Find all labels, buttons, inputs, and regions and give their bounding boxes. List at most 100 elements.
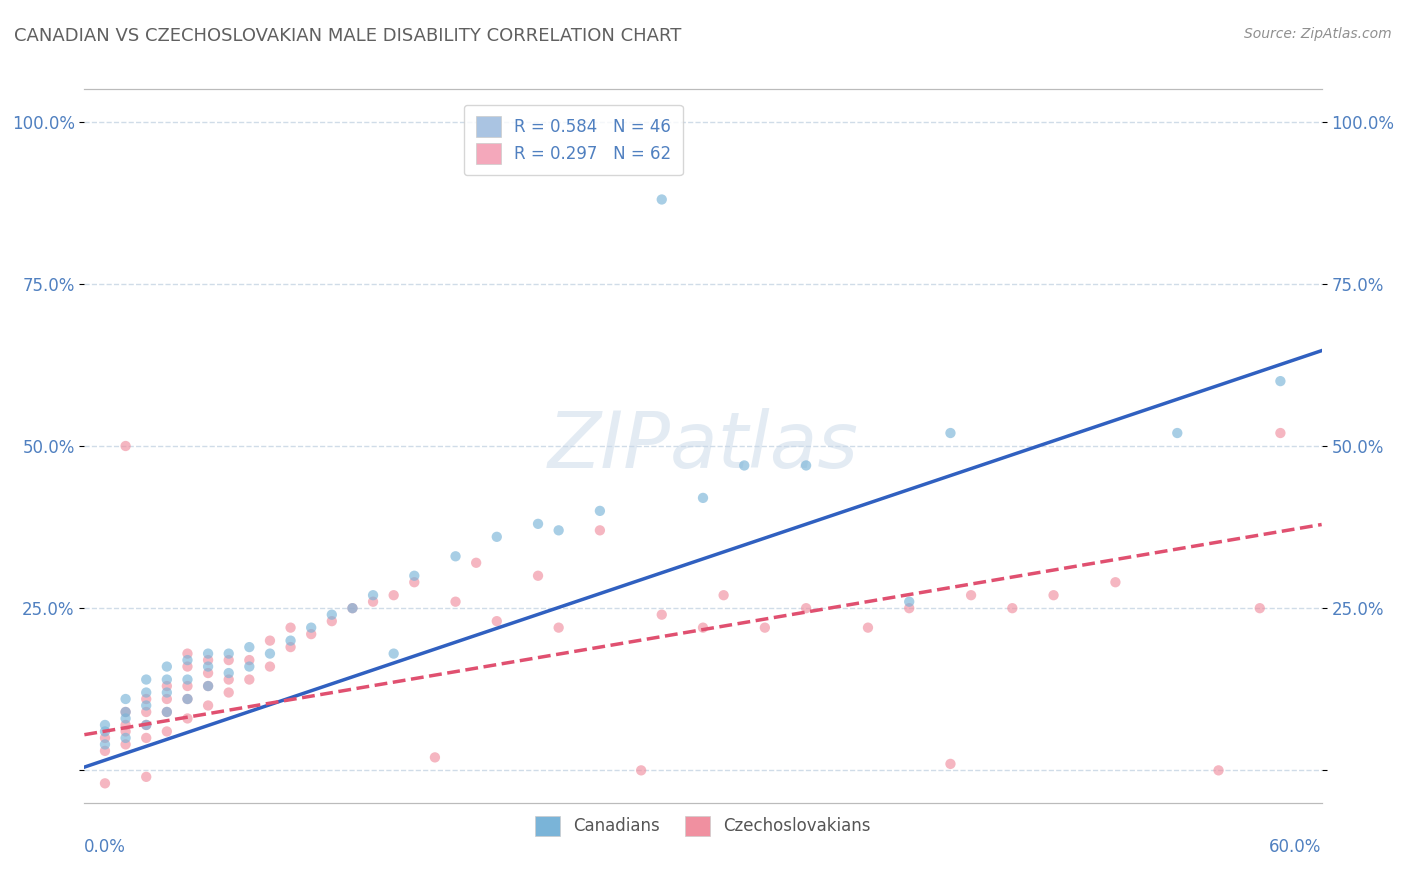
- Point: [238, 653, 260, 667]
- Point: [1166, 425, 1188, 440]
- Point: [156, 659, 179, 673]
- Point: [135, 731, 157, 745]
- Point: [94, 718, 117, 732]
- Point: [94, 731, 117, 745]
- Point: [114, 724, 136, 739]
- Point: [713, 588, 735, 602]
- Point: [856, 621, 879, 635]
- Point: [1001, 601, 1024, 615]
- Text: 60.0%: 60.0%: [1270, 838, 1322, 855]
- Point: [94, 724, 117, 739]
- Text: ZIPatlas: ZIPatlas: [547, 408, 859, 484]
- Point: [156, 692, 179, 706]
- Point: [114, 718, 136, 732]
- Point: [94, 776, 117, 790]
- Point: [733, 458, 755, 473]
- Point: [321, 607, 343, 622]
- Point: [939, 756, 962, 771]
- Point: [259, 647, 281, 661]
- Point: [114, 705, 136, 719]
- Point: [794, 458, 817, 473]
- Point: [197, 659, 219, 673]
- Point: [280, 640, 302, 654]
- Point: [114, 711, 136, 725]
- Point: [630, 764, 652, 778]
- Point: [361, 595, 384, 609]
- Point: [135, 705, 157, 719]
- Point: [114, 738, 136, 752]
- Point: [94, 738, 117, 752]
- Point: [589, 524, 612, 538]
- Point: [218, 685, 240, 699]
- Point: [114, 439, 136, 453]
- Legend: Canadians, Czechoslovakians: Canadians, Czechoslovakians: [527, 807, 879, 845]
- Point: [1270, 374, 1292, 388]
- Point: [114, 705, 136, 719]
- Point: [197, 698, 219, 713]
- Point: [259, 633, 281, 648]
- Point: [321, 614, 343, 628]
- Point: [404, 575, 426, 590]
- Point: [547, 524, 569, 538]
- Point: [156, 705, 179, 719]
- Point: [444, 595, 467, 609]
- Point: [135, 673, 157, 687]
- Point: [156, 679, 179, 693]
- Point: [135, 770, 157, 784]
- Point: [898, 601, 921, 615]
- Text: 0.0%: 0.0%: [84, 838, 127, 855]
- Point: [197, 647, 219, 661]
- Point: [939, 425, 962, 440]
- Point: [423, 750, 446, 764]
- Point: [94, 744, 117, 758]
- Point: [299, 627, 322, 641]
- Point: [754, 621, 776, 635]
- Point: [527, 516, 550, 531]
- Point: [1270, 425, 1292, 440]
- Point: [135, 692, 157, 706]
- Point: [135, 698, 157, 713]
- Point: [135, 718, 157, 732]
- Point: [444, 549, 467, 564]
- Text: Source: ZipAtlas.com: Source: ZipAtlas.com: [1244, 27, 1392, 41]
- Point: [176, 673, 198, 687]
- Point: [692, 621, 714, 635]
- Point: [176, 711, 198, 725]
- Point: [1249, 601, 1271, 615]
- Point: [156, 673, 179, 687]
- Point: [176, 692, 198, 706]
- Point: [238, 673, 260, 687]
- Point: [651, 193, 673, 207]
- Point: [197, 679, 219, 693]
- Point: [238, 659, 260, 673]
- Point: [280, 621, 302, 635]
- Point: [156, 685, 179, 699]
- Point: [156, 705, 179, 719]
- Point: [176, 692, 198, 706]
- Point: [547, 621, 569, 635]
- Point: [361, 588, 384, 602]
- Point: [176, 679, 198, 693]
- Point: [218, 647, 240, 661]
- Point: [259, 659, 281, 673]
- Point: [156, 724, 179, 739]
- Point: [280, 633, 302, 648]
- Point: [238, 640, 260, 654]
- Point: [342, 601, 364, 615]
- Point: [197, 679, 219, 693]
- Point: [898, 595, 921, 609]
- Point: [1208, 764, 1230, 778]
- Point: [218, 666, 240, 681]
- Point: [692, 491, 714, 505]
- Point: [299, 621, 322, 635]
- Point: [218, 653, 240, 667]
- Point: [794, 601, 817, 615]
- Point: [197, 666, 219, 681]
- Point: [135, 685, 157, 699]
- Point: [382, 588, 405, 602]
- Point: [527, 568, 550, 582]
- Point: [404, 568, 426, 582]
- Point: [485, 530, 508, 544]
- Point: [114, 692, 136, 706]
- Point: [465, 556, 488, 570]
